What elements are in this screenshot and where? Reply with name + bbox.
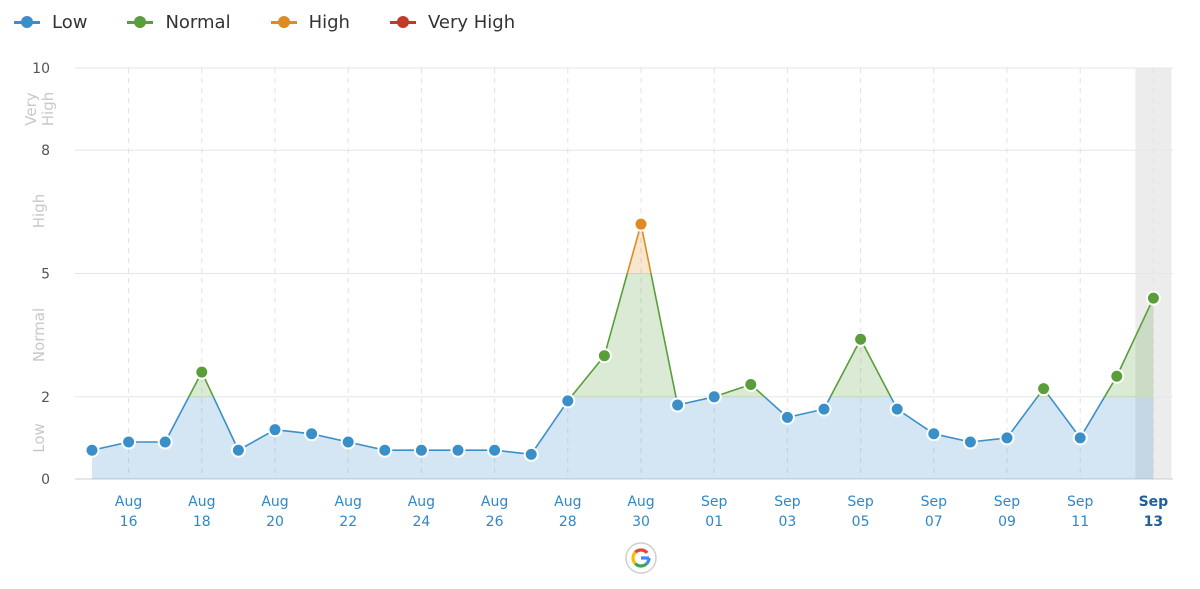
legend-marker-icon <box>127 16 154 28</box>
x-tick-label: Aug 16 <box>115 494 142 530</box>
series-line-segment <box>212 396 240 451</box>
x-tick-label: Sep 03 <box>774 494 801 530</box>
data-point <box>487 442 503 458</box>
y-tick-label: 10 <box>32 61 50 77</box>
x-tick-label: Aug 24 <box>408 494 435 530</box>
series-line-segment <box>530 400 569 455</box>
data-point <box>926 426 942 442</box>
legend-item-normal[interactable]: Normal <box>127 11 231 33</box>
data-point <box>267 422 283 438</box>
band-label: High <box>30 194 48 228</box>
x-tick-label: Sep 13 <box>1139 494 1169 530</box>
data-point <box>743 376 759 392</box>
x-tick-label: Aug 26 <box>481 494 508 530</box>
data-point <box>1109 368 1125 384</box>
data-point <box>999 430 1015 446</box>
data-point <box>816 401 832 417</box>
data-point <box>962 434 978 450</box>
data-point <box>670 397 686 413</box>
legend-marker-icon <box>14 16 40 28</box>
band-label: Low <box>30 423 48 453</box>
series-line-segment <box>603 273 629 356</box>
legend-label: Very High <box>427 11 516 33</box>
area-band-low <box>92 397 1154 479</box>
x-tick-label: Aug 18 <box>188 494 215 530</box>
data-point <box>84 442 100 458</box>
series-line-segment <box>640 224 652 274</box>
legend-label: Normal <box>165 11 231 33</box>
series-line-segment <box>859 338 892 398</box>
x-tick-label: Sep 05 <box>847 494 874 530</box>
x-tick-label: Sep 07 <box>921 494 948 530</box>
data-point <box>413 442 429 458</box>
data-point <box>230 442 246 458</box>
legend-marker-icon <box>389 16 416 28</box>
data-point <box>853 331 869 347</box>
data-point <box>340 434 356 450</box>
series-line-segment <box>164 396 190 443</box>
series-line-segment <box>1006 396 1039 439</box>
series-line-segment <box>829 338 862 398</box>
data-point <box>596 348 612 364</box>
x-tick-label: Aug 30 <box>627 494 654 530</box>
x-tick-label: Sep 09 <box>994 494 1021 530</box>
x-tick-label: Aug 28 <box>554 494 581 530</box>
data-point <box>377 442 393 458</box>
data-point <box>1072 430 1088 446</box>
series-line-segment <box>626 223 642 274</box>
y-tick-label: 5 <box>41 267 50 283</box>
data-point <box>706 389 722 405</box>
series-line-segment <box>570 355 606 398</box>
x-tick-label: Aug 22 <box>335 494 362 530</box>
y-tick-label: 2 <box>41 390 50 406</box>
x-tick-label: Aug 20 <box>261 494 288 530</box>
data-point <box>194 364 210 380</box>
legend-label: Low <box>52 11 88 33</box>
data-point <box>889 401 905 417</box>
x-tick-label: Sep 11 <box>1067 494 1094 530</box>
google-g-icon[interactable] <box>625 542 657 574</box>
series-line-segment <box>650 273 677 397</box>
band-label: Normal <box>30 308 48 362</box>
data-point <box>1036 381 1052 397</box>
data-point <box>633 216 649 232</box>
data-point <box>450 442 466 458</box>
data-point <box>121 434 137 450</box>
area-band-high <box>627 224 651 273</box>
legend-item-high[interactable]: High <box>270 11 350 33</box>
data-point <box>779 409 795 425</box>
y-tick-label: 8 <box>41 143 50 159</box>
series-line-segment <box>1116 297 1155 377</box>
y-tick-label: 0 <box>41 472 50 488</box>
band-label: VeryHigh <box>22 92 57 126</box>
data-point <box>1145 290 1161 306</box>
data-point <box>523 446 539 462</box>
series-line-segment <box>1079 396 1106 439</box>
data-point <box>304 426 320 442</box>
legend-label: High <box>308 11 350 33</box>
legend: Low Normal High Very High <box>14 8 555 36</box>
legend-item-very-high[interactable]: Very High <box>389 11 516 33</box>
x-tick-label: Sep 01 <box>701 494 728 530</box>
legend-item-low[interactable]: Low <box>14 12 87 33</box>
legend-marker-icon <box>270 16 297 28</box>
series-line-segment <box>1049 396 1081 439</box>
data-point <box>560 393 576 409</box>
data-point <box>157 434 173 450</box>
